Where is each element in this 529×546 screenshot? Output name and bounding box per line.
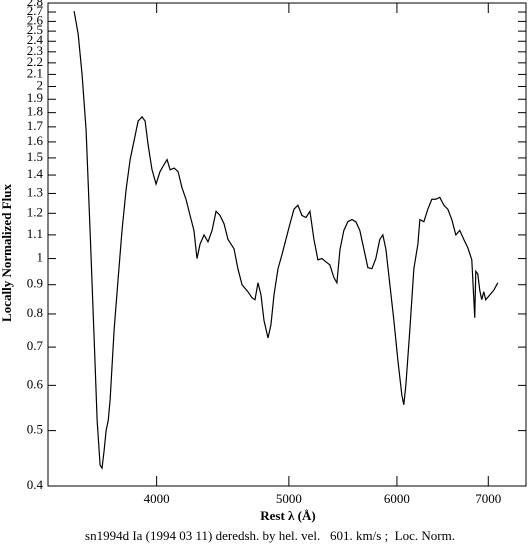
y-tick-label: 0.9 — [27, 276, 43, 291]
y-tick-label: 0.6 — [27, 376, 44, 391]
caption: sn1994d Ia (1994 03 11) deredsh. by hel.… — [85, 528, 455, 543]
y-tick-label: 1.4 — [27, 166, 44, 181]
y-tick-label: 2.5 — [27, 22, 43, 37]
y-tick-label: 2.2 — [27, 54, 43, 69]
x-axis-label: Rest λ (Å) — [260, 508, 315, 523]
y-tick-label: 2.6 — [27, 12, 44, 27]
y-tick-label: 0.7 — [27, 338, 44, 353]
y-tick-label: 2.7 — [27, 3, 44, 18]
y-tick-label: 2 — [37, 78, 44, 93]
y-tick-label: 1 — [37, 250, 44, 265]
y-tick-label: 1.3 — [27, 184, 43, 199]
x-tick-label: 6000 — [384, 491, 410, 506]
spectrum-line — [73, 11, 499, 470]
y-tick-label: 1.7 — [27, 118, 44, 133]
x-tick-label: 7000 — [475, 491, 501, 506]
x-tick-label: 5000 — [276, 491, 302, 506]
y-tick-label: 1.2 — [27, 204, 43, 219]
y-tick-label: 1.1 — [27, 226, 43, 241]
y-tick-label: 1.8 — [27, 104, 43, 119]
y-tick-label: 1.9 — [27, 90, 43, 105]
y-tick-label: 1.5 — [27, 149, 43, 164]
x-tick-label: 4000 — [144, 491, 170, 506]
y-tick-label: 2.1 — [27, 65, 43, 80]
y-tick-label: 0.5 — [27, 422, 43, 437]
y-tick-label: 0.8 — [27, 305, 43, 320]
y-tick-label: 1.6 — [27, 133, 44, 148]
y-axis-label: Locally Normalized Flux — [0, 184, 14, 322]
y-tick-label: 2.4 — [27, 32, 44, 47]
plot-frame — [47, 2, 527, 487]
y-tick-label: 2.8 — [27, 0, 43, 9]
y-tick-label: 2.3 — [27, 43, 43, 58]
y-tick-label: 0.4 — [27, 477, 44, 492]
